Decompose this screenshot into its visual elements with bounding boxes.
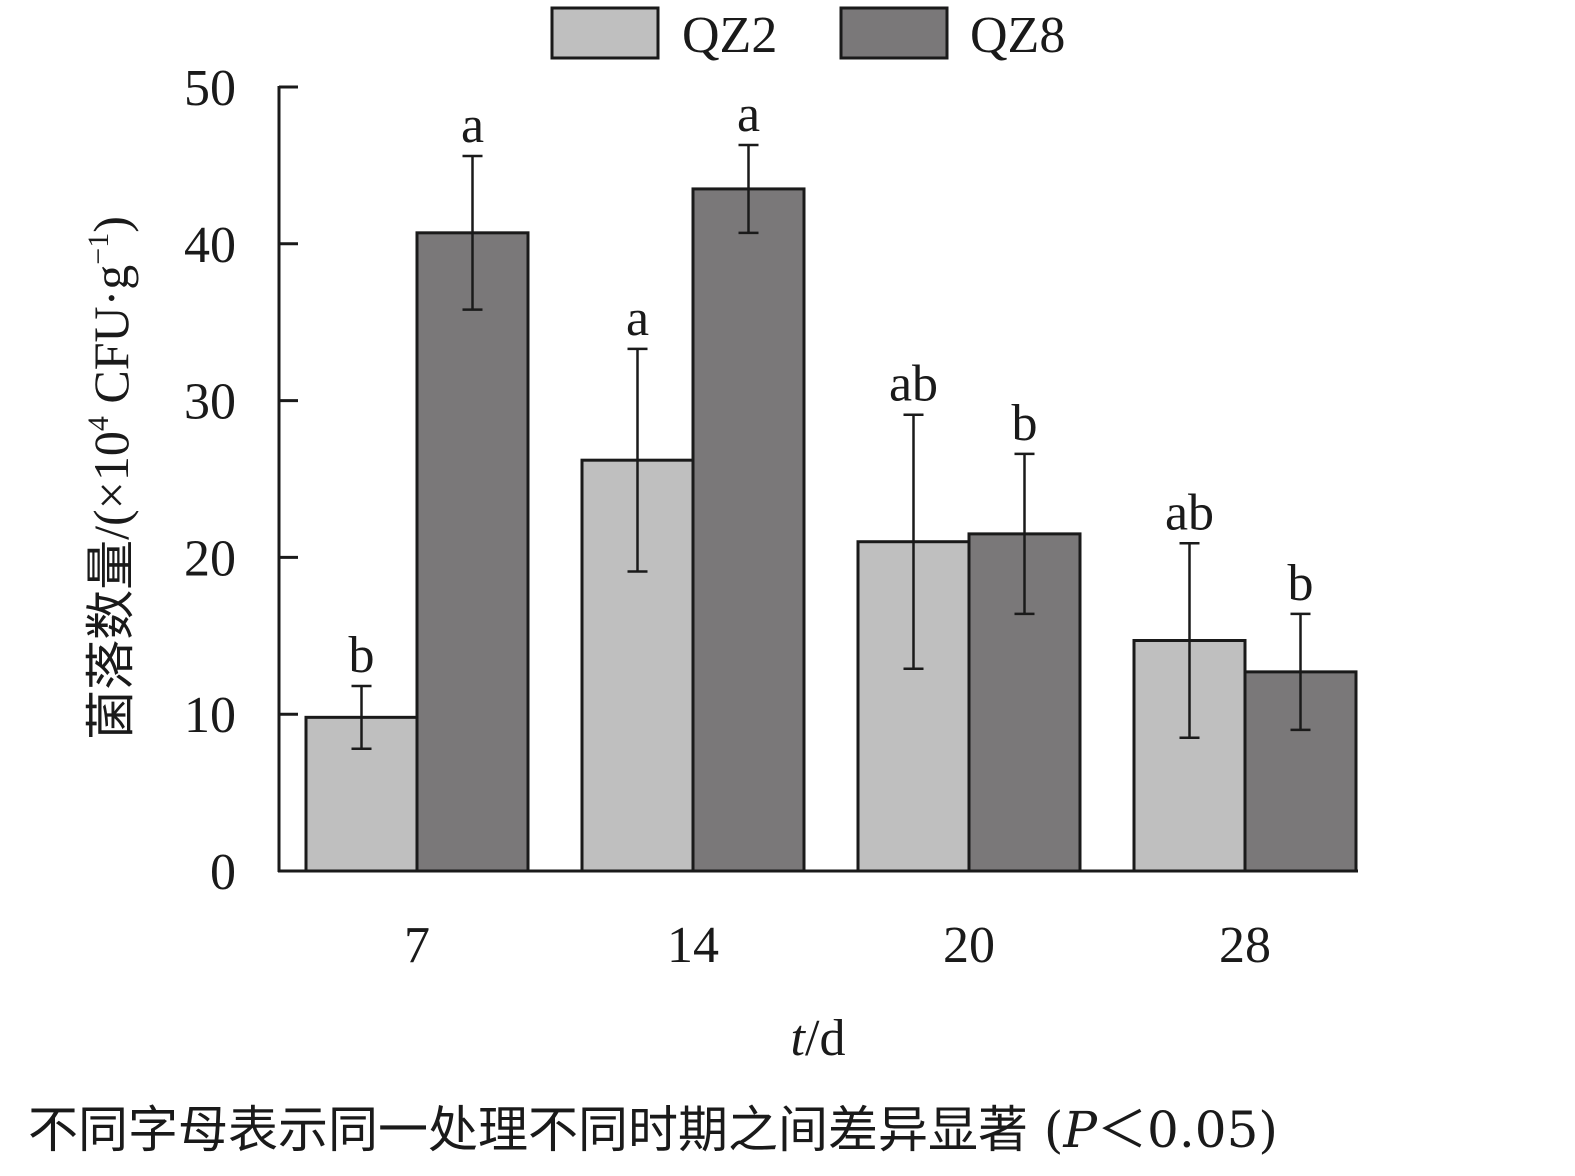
x-tick-label: 7 xyxy=(404,917,430,974)
significance-letter: ab xyxy=(889,356,938,413)
y-axis-label-end: ) xyxy=(83,216,139,233)
bar xyxy=(691,187,806,873)
x-axis-label: t/d xyxy=(791,1010,846,1067)
x-ticks: 7 14 20 28 xyxy=(404,917,1271,974)
y-axis-label-mid: CFU·g xyxy=(83,265,139,416)
y-tick-label: 20 xyxy=(184,530,236,587)
legend: QZ2 QZ8 xyxy=(550,6,1065,64)
y-tick-label: 30 xyxy=(184,374,236,431)
x-tick-label: 28 xyxy=(1219,917,1271,974)
y-tick-label: 10 xyxy=(184,687,236,744)
significance-letter: b xyxy=(1288,555,1314,612)
y-axis-label-exp1: 4 xyxy=(82,416,115,431)
caption-text: 不同字母表示同一处理不同时期之间差异显著 ( xyxy=(28,1101,1064,1159)
y-ticks: 0 10 20 30 40 50 xyxy=(184,60,298,901)
y-tick-label: 50 xyxy=(184,60,236,117)
y-tick-label: 40 xyxy=(184,217,236,274)
x-tick-label: 14 xyxy=(667,917,719,974)
x-axis-label-var: t xyxy=(791,1010,807,1067)
bar-chart: QZ2 QZ8 菌落数量/(×104 CFU·g−1) 01020304050 … xyxy=(82,6,1358,1067)
significance-letter: a xyxy=(737,86,760,143)
significance-letter: a xyxy=(626,290,649,347)
caption-condition: ＜0.05) xyxy=(1097,1101,1278,1159)
significance-letter: a xyxy=(461,97,484,154)
x-axis-label-unit: /d xyxy=(805,1010,845,1067)
significance-letter: ab xyxy=(1165,484,1214,541)
y-axis-label-exp2: −1 xyxy=(82,233,115,265)
caption-p-symbol: P xyxy=(1063,1101,1098,1159)
significance-letter: b xyxy=(349,627,375,684)
legend-label-qz8: QZ8 xyxy=(970,7,1065,64)
y-axis-label-main: 菌落数量/(×10 xyxy=(83,431,139,740)
significance-letter: b xyxy=(1012,395,1038,452)
legend-swatch-qz2 xyxy=(550,6,660,60)
bars: b a a a ab b ab b xyxy=(304,86,1358,873)
legend-swatch-qz8 xyxy=(839,6,949,60)
x-tick-label: 20 xyxy=(943,917,995,974)
y-axis-label: 菌落数量/(×104 CFU·g−1) xyxy=(82,216,139,740)
legend-label-qz2: QZ2 xyxy=(682,7,777,64)
bar xyxy=(415,231,530,873)
figure-caption: 不同字母表示同一处理不同时期之间差异显著 (P＜0.05) xyxy=(28,1090,1568,1162)
y-tick-label: 0 xyxy=(210,844,236,901)
